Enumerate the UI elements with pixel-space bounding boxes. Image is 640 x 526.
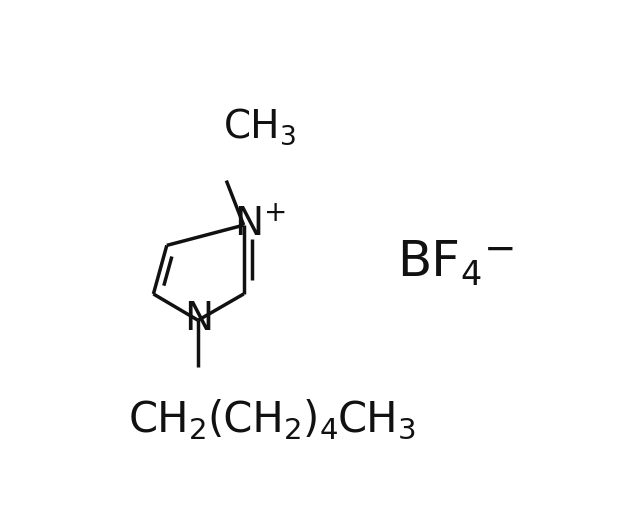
Text: CH: CH	[224, 109, 280, 147]
Text: (CH: (CH	[207, 399, 284, 441]
Text: ): )	[303, 399, 319, 441]
Text: N: N	[234, 205, 263, 243]
Text: N: N	[184, 300, 214, 338]
Text: 2: 2	[189, 417, 207, 445]
Text: 2: 2	[284, 417, 303, 445]
Text: 4: 4	[460, 259, 482, 292]
Text: 3: 3	[280, 125, 297, 151]
Text: +: +	[264, 199, 287, 227]
Text: −: −	[484, 231, 517, 269]
Text: CH: CH	[338, 399, 398, 441]
Text: CH: CH	[129, 399, 189, 441]
Text: 4: 4	[319, 417, 338, 445]
Text: BF: BF	[397, 238, 460, 286]
Text: 3: 3	[398, 417, 417, 445]
